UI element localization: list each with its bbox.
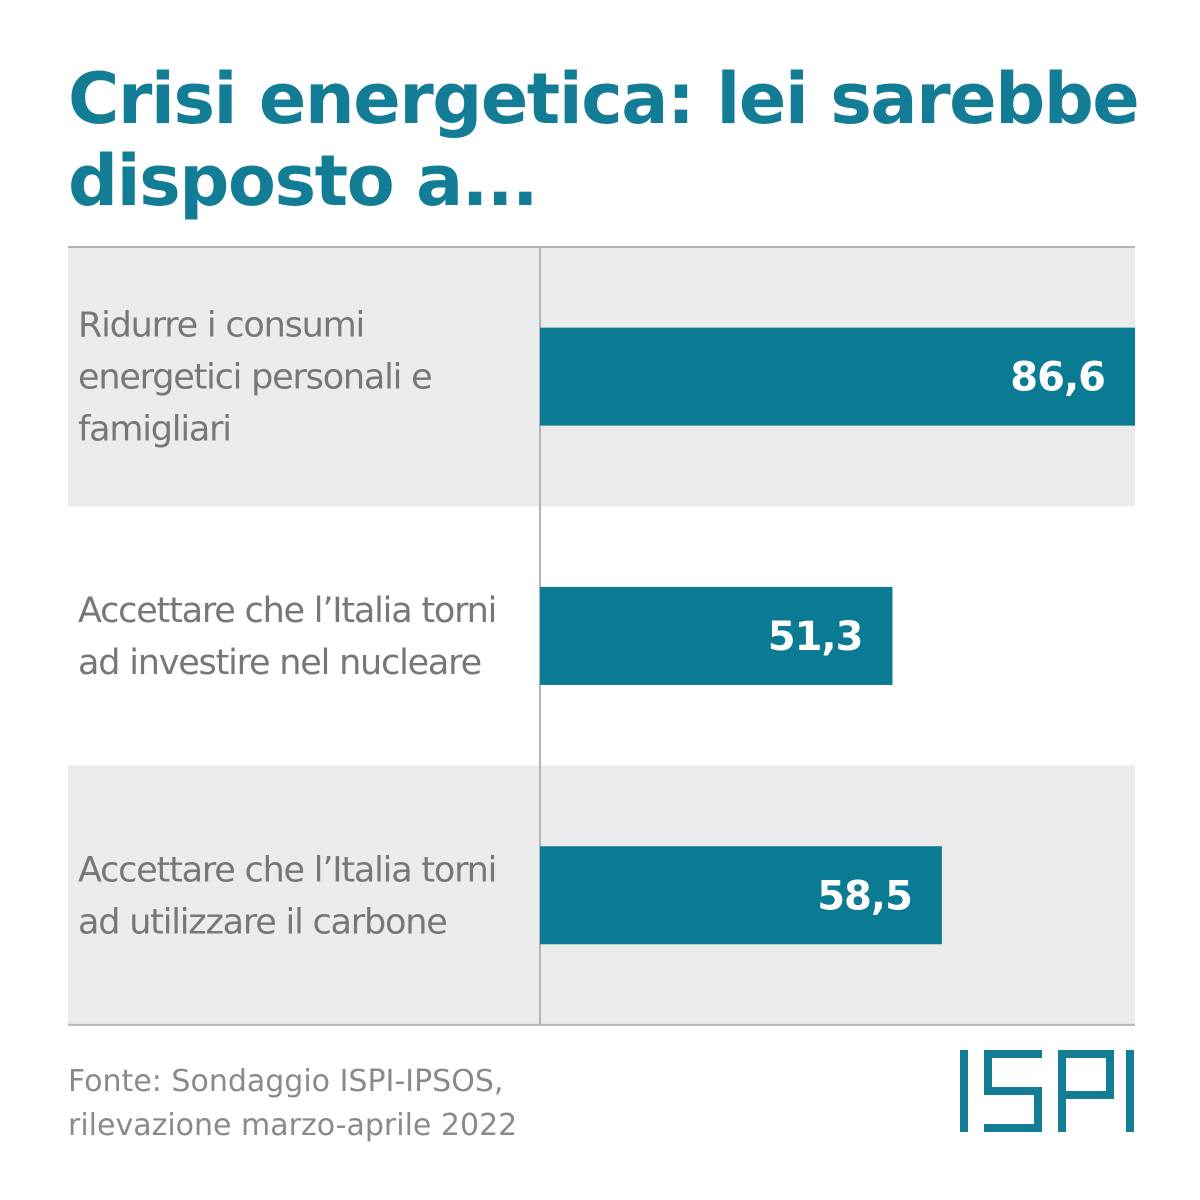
source-line-1: Fonte: Sondaggio ISPI-IPSOS, bbox=[68, 1064, 504, 1099]
source-line-2: rilevazione marzo-aprile 2022 bbox=[68, 1108, 518, 1143]
value-label: 86,6 bbox=[1010, 355, 1105, 401]
value-label: 58,5 bbox=[817, 873, 912, 919]
category-label-line: energetici personali e bbox=[78, 358, 431, 398]
source-note: Fonte: Sondaggio ISPI-IPSOS, rilevazione… bbox=[68, 1060, 517, 1148]
bar bbox=[540, 586, 893, 685]
category-label: Accettare che l’Italia torni ad utilizzar… bbox=[78, 850, 496, 942]
value-label: 51,3 bbox=[768, 614, 863, 660]
page-title: Crisi energetica: lei sarebbe disposto a… bbox=[68, 58, 1140, 222]
category-label: Ridurre i consumi energetici personali e f… bbox=[78, 306, 431, 450]
category-label-line: Ridurre i consumi bbox=[78, 306, 364, 346]
bar bbox=[540, 846, 942, 945]
category-label-line: famigliari bbox=[78, 410, 231, 450]
category-label-line: ad investire nel nucleare bbox=[78, 643, 481, 683]
bar bbox=[540, 327, 1135, 426]
bar-chart: 86,6 Ridurre i consumi energetici personal… bbox=[68, 246, 1135, 1026]
category-label-line: Accettare che l’Italia torni bbox=[78, 591, 496, 631]
ispi-logo bbox=[960, 1050, 1134, 1132]
category-label-line: Accettare che l’Italia torni bbox=[78, 850, 496, 890]
category-label: Accettare che l’Italia torni ad investire… bbox=[78, 591, 496, 683]
category-label-line: ad utilizzare il carbone bbox=[78, 902, 447, 942]
